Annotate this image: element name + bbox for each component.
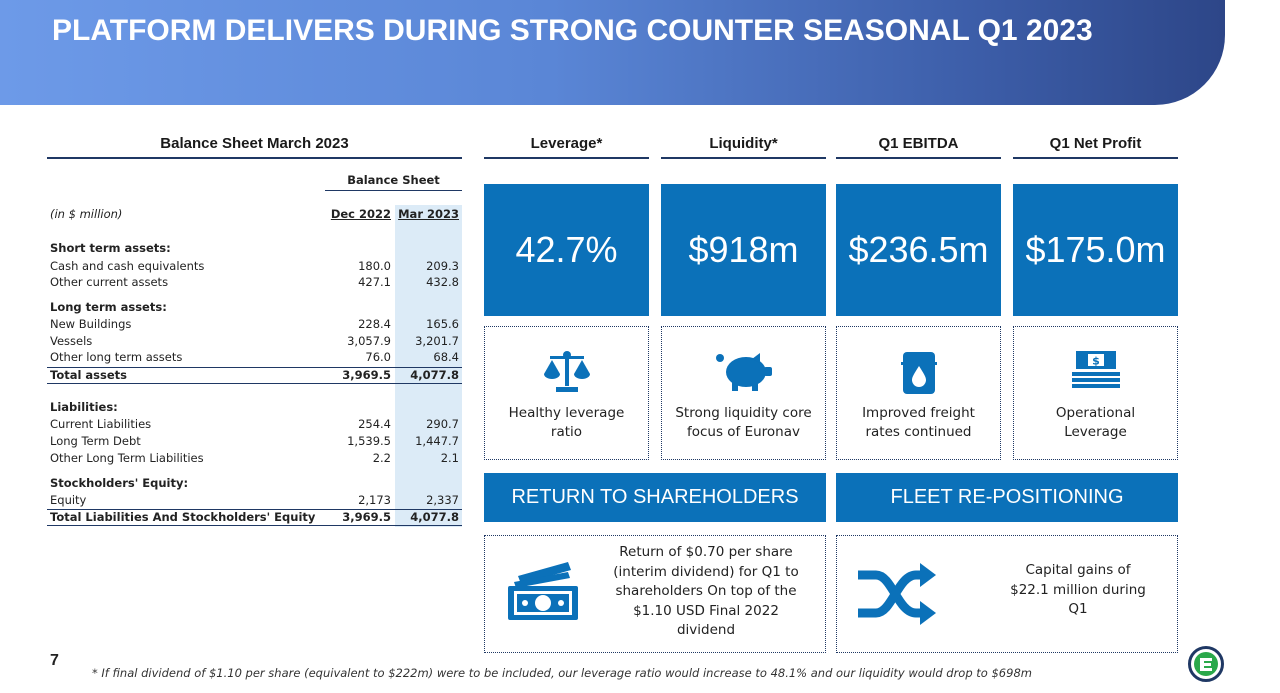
kpi-card — [484, 326, 649, 460]
cell: 3,969.5 — [342, 368, 391, 382]
unit: (in $ million) — [50, 207, 123, 221]
row-label: Long term assets: — [50, 300, 167, 314]
column-header: Dec 2022 — [330, 207, 391, 221]
kpi-caption: Strong liquidity core focus of Euronav — [675, 405, 812, 440]
cell: 228.4 — [358, 317, 391, 331]
panel-text: Capital gains of $22.1 million during Q1 — [1010, 562, 1146, 617]
icon — [504, 560, 580, 626]
kpi-heading: Q1 Net Profit — [1013, 135, 1178, 159]
row-label: Vessels — [50, 334, 93, 348]
row-label: Long Term Debt — [50, 434, 141, 448]
kpi-heading: Q1 EBITDA — [836, 135, 1001, 159]
cell: 2,337 — [426, 493, 459, 507]
panel-heading: FLEET RE-POSITIONING — [836, 473, 1178, 522]
cell: 4,077.8 — [410, 510, 459, 524]
svg-text:$: $ — [1092, 355, 1100, 368]
icon — [484, 350, 649, 398]
kpi-caption: Improved freight rates continued — [862, 405, 975, 440]
cell: 1,447.7 — [415, 434, 459, 448]
cell: 3,057.9 — [347, 334, 391, 348]
cell: 68.4 — [433, 350, 459, 364]
kpi-caption: Healthy leverage ratio — [508, 405, 625, 440]
row-label: Current Liabilities — [50, 417, 152, 431]
icon: $ — [1013, 350, 1178, 394]
total-rule — [47, 509, 462, 526]
icon — [856, 561, 938, 631]
title: PLATFORM DELIVERS DURING STRONG COUNTER … — [52, 14, 1093, 47]
row-label: Equity — [50, 493, 87, 507]
row-label: Total Liabilities And Stockholders' Equi… — [50, 510, 316, 524]
row-label: Other current assets — [50, 275, 169, 289]
cell: 2.1 — [440, 451, 459, 465]
kpi-value: $236.5m — [836, 184, 1001, 316]
cell: 254.4 — [358, 417, 391, 431]
cell: 3,969.5 — [342, 510, 391, 524]
kpi-card — [661, 326, 826, 460]
panel-heading: RETURN TO SHAREHOLDERS — [484, 473, 826, 522]
footnote: * If final dividend of $1.10 per share (… — [92, 666, 1032, 680]
row-label: Total assets — [50, 368, 128, 382]
column-header: Mar 2023 — [398, 207, 459, 221]
cell: 432.8 — [426, 275, 459, 289]
kpi-caption: Operational Leverage — [1055, 405, 1136, 440]
kpi-value: $918m — [661, 184, 826, 316]
row-label: Other long term assets — [50, 350, 183, 364]
cell: 427.1 — [358, 275, 391, 289]
cell: 209.3 — [426, 259, 459, 273]
icon — [661, 350, 826, 398]
row-label: New Buildings — [50, 317, 132, 331]
cell: 2,173 — [358, 493, 391, 507]
kpi-card — [836, 326, 1001, 460]
kpi-heading: Liquidity* — [661, 135, 826, 159]
panel-card — [484, 535, 826, 653]
cell: 180.0 — [358, 259, 391, 273]
row-label: Liabilities: — [50, 400, 118, 414]
panel-text: Return of $0.70 per share (interim divid… — [613, 544, 799, 638]
table-heading: Balance Sheet March 2023 — [47, 135, 462, 159]
group-heading: Balance Sheet — [325, 173, 462, 191]
cell: 4,077.8 — [410, 368, 459, 382]
kpi-heading: Leverage* — [484, 135, 649, 159]
total-rule — [47, 367, 462, 384]
cell: 1,539.5 — [347, 434, 391, 448]
cell: 76.0 — [365, 350, 391, 364]
row-label: Short term assets: — [50, 241, 171, 255]
kpi-value: $175.0m — [1013, 184, 1178, 316]
row-label: Cash and cash equivalents — [50, 259, 205, 273]
cell: 165.6 — [426, 317, 459, 331]
page-number: 7 — [50, 652, 59, 669]
kpi-value: 42.7% — [484, 184, 649, 316]
logo — [1188, 646, 1224, 682]
banner — [0, 0, 1225, 105]
cell: 290.7 — [426, 417, 459, 431]
cell: 3,201.7 — [415, 334, 459, 348]
highlight — [395, 205, 462, 527]
cell: 2.2 — [372, 451, 391, 465]
icon — [836, 350, 1001, 400]
row-label: Other Long Term Liabilities — [50, 451, 204, 465]
panel-card — [836, 535, 1178, 653]
row-label: Stockholders' Equity: — [50, 476, 189, 490]
kpi-card — [1013, 326, 1178, 460]
